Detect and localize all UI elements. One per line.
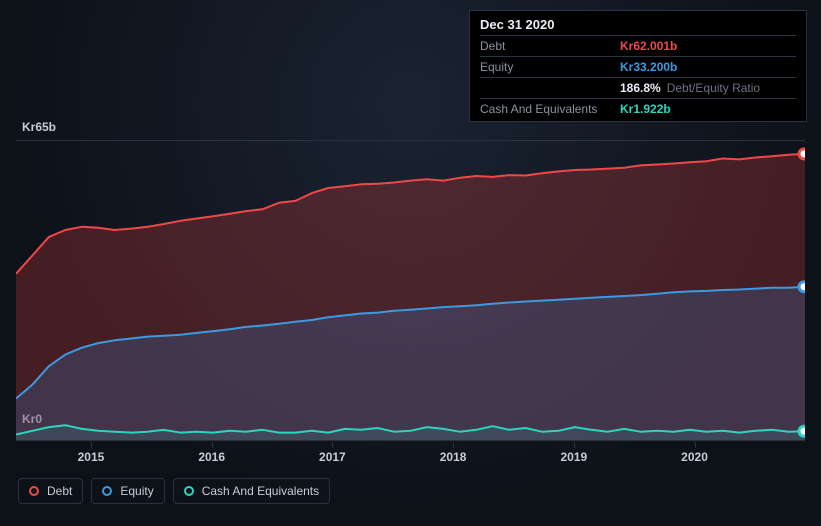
chart-svg [16,140,805,440]
series-end-marker[interactable] [799,149,805,159]
tooltip-label [480,81,620,95]
y-axis-top-label: Kr65b [22,120,56,134]
tooltip-value: Kr62.001b [620,39,677,53]
chart-plot-area[interactable] [16,140,805,440]
tooltip-label: Debt [480,39,620,53]
x-tick-mark [212,442,213,448]
legend-label: Equity [120,484,153,498]
chart-container: { "tooltip": { "date": "Dec 31 2020", "r… [0,0,821,526]
legend-item[interactable]: Debt [18,478,83,504]
legend-item[interactable]: Equity [91,478,164,504]
tooltip-row: DebtKr62.001b [480,35,796,56]
tooltip-value: Kr33.200b [620,60,677,74]
legend-item[interactable]: Cash And Equivalents [173,478,330,504]
x-tick-label: 2018 [440,450,467,464]
tooltip-date: Dec 31 2020 [480,17,796,32]
chart-legend: Debt Equity Cash And Equivalents [18,478,330,504]
legend-dot [29,486,39,496]
legend-label: Cash And Equivalents [202,484,319,498]
x-tick-mark [332,442,333,448]
tooltip-ratio: 186.8%Debt/Equity Ratio [620,81,760,95]
x-tick-label: 2019 [560,450,587,464]
plot-bottom-line [16,440,805,441]
series-end-marker[interactable] [799,426,805,436]
x-axis: 2015 2016 2017 2018 2019 2020 [16,442,805,468]
x-tick-label: 2020 [681,450,708,464]
tooltip-label: Cash And Equivalents [480,102,620,116]
x-tick-mark [574,442,575,448]
x-tick-label: 2016 [198,450,225,464]
tooltip-row: 186.8%Debt/Equity Ratio [480,77,796,98]
legend-dot [102,486,112,496]
chart-tooltip: Dec 31 2020 DebtKr62.001bEquityKr33.200b… [469,10,807,122]
tooltip-row: Cash And EquivalentsKr1.922b [480,98,796,119]
tooltip-label: Equity [480,60,620,74]
tooltip-value: Kr1.922b [620,102,671,116]
legend-label: Debt [47,484,72,498]
legend-dot [184,486,194,496]
x-tick-label: 2017 [319,450,346,464]
x-tick-mark [91,442,92,448]
x-tick-mark [453,442,454,448]
x-tick-mark [695,442,696,448]
tooltip-row: EquityKr33.200b [480,56,796,77]
x-tick-label: 2015 [78,450,105,464]
series-end-marker[interactable] [799,282,805,292]
